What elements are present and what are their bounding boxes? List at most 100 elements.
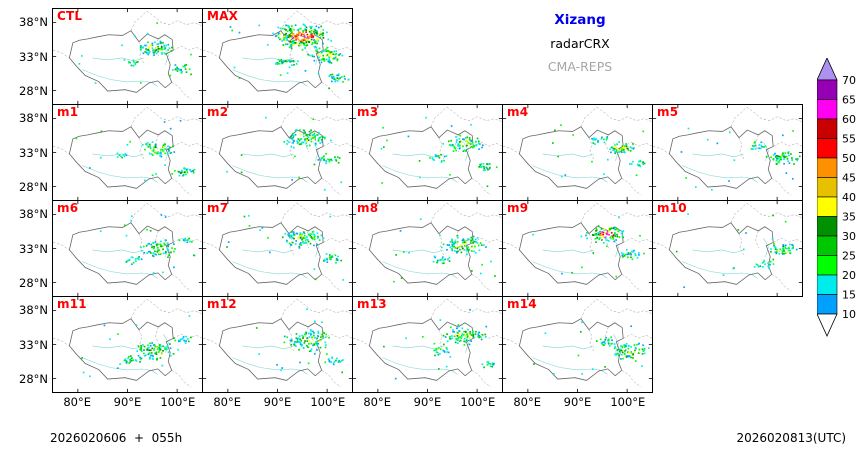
colorbar-segment <box>817 157 838 178</box>
colorbar-under-arrow <box>817 313 838 337</box>
map-panel-m11: m11 <box>52 296 203 393</box>
map-svg <box>653 201 802 296</box>
radar-echoes <box>229 23 350 90</box>
map-svg <box>203 9 352 104</box>
panel-label: m2 <box>207 105 229 119</box>
lat-tick-label: 28°N <box>19 84 48 99</box>
map-svg <box>353 297 502 392</box>
colorbar-segment <box>817 118 838 139</box>
colorbar-tick-label: 30 <box>842 230 856 243</box>
colorbar-segment <box>817 138 838 159</box>
footer-valid-times: 2026020813(UTC) 2026020821(CST) <box>737 401 847 450</box>
colorbar-segment <box>817 235 838 256</box>
radar-echoes <box>226 116 343 191</box>
panel-label: m5 <box>657 105 679 119</box>
colorbar-tick-label: 25 <box>842 249 856 262</box>
colorbar-tick-label: 65 <box>842 93 856 106</box>
radar-echoes <box>552 124 646 178</box>
map-panel-m10: m10 <box>652 200 803 297</box>
lat-tick-label: 28°N <box>19 276 48 291</box>
radar-echoes <box>533 321 650 375</box>
title-model: CMA-REPS <box>547 59 613 74</box>
footer-init-times: 2026020606 + 055h 2026020614 + 055h <box>50 401 182 450</box>
colorbar-tick-label: 20 <box>842 269 856 282</box>
lon-tick-label: 100°E <box>610 395 646 409</box>
map-panel-m13: m13 <box>352 296 503 393</box>
lon-tick-label: 80°E <box>63 395 92 409</box>
lon-tick-label: 90°E <box>263 395 292 409</box>
colorbar-segment <box>817 79 838 100</box>
map-panel-m12: m12 <box>202 296 353 393</box>
panel-label: m13 <box>357 297 387 311</box>
radar-echoes <box>81 315 192 378</box>
panel-label: m10 <box>657 201 687 215</box>
radar-echoes <box>255 308 344 374</box>
map-svg <box>53 201 202 296</box>
lon-tick-label: 90°E <box>113 395 142 409</box>
colorbar-tick-label: 10 <box>842 308 856 321</box>
radar-echoes <box>78 22 192 84</box>
map-svg <box>653 105 802 200</box>
panel-label: CTL <box>57 9 83 23</box>
map-svg <box>503 105 652 200</box>
lon-tick-label: 100°E <box>160 395 196 409</box>
map-panel-m4: m4 <box>502 104 653 201</box>
colorbar-tick-label: 45 <box>842 171 856 184</box>
lat-tick-label: 28°N <box>19 372 48 387</box>
panel-label: m14 <box>507 297 537 311</box>
colorbar-tick-label: 70 <box>842 74 856 87</box>
colorbar-segment <box>817 196 838 217</box>
lon-tick-label: 80°E <box>513 395 542 409</box>
map-panel-m8: m8 <box>352 200 503 297</box>
lon-tick-label: 80°E <box>213 395 242 409</box>
map-svg <box>53 9 202 104</box>
colorbar: 70 65 60 55 50 45 40 35 30 25 20 15 10 <box>817 58 856 337</box>
panel-label: m1 <box>57 105 79 119</box>
lat-tick-label: 33°N <box>19 337 48 352</box>
lon-tick-label: 90°E <box>413 395 442 409</box>
lon-tick-label: 100°E <box>310 395 346 409</box>
map-panel-m1: m1 <box>52 104 203 201</box>
map-panel-m7: m7 <box>202 200 353 297</box>
lat-tick-label: 38°N <box>19 14 48 29</box>
map-panel-m6: m6 <box>52 200 203 297</box>
colorbar-segment <box>817 274 838 295</box>
init-time-line-1: 2026020606 + 055h <box>50 431 183 445</box>
lat-tick-label: 38°N <box>19 206 48 221</box>
radar-echoes <box>675 213 798 289</box>
map-panel-max: MAX <box>202 8 353 105</box>
map-panel-m3: m3 <box>352 104 503 201</box>
radar-echoes <box>380 116 498 188</box>
figure-titles: Xizang radarCRX CMA-REPS <box>480 12 680 74</box>
lat-tick-label: 38°N <box>19 302 48 317</box>
colorbar-segment <box>817 177 838 198</box>
radar-echoes <box>226 215 345 281</box>
lat-tick-label: 28°N <box>19 180 48 195</box>
lat-tick-label: 33°N <box>19 145 48 160</box>
colorbar-tick-label: 55 <box>842 132 856 145</box>
map-panel-m9: m9 <box>502 200 653 297</box>
lon-tick-label: 80°E <box>363 395 392 409</box>
radar-echoes <box>392 218 496 283</box>
map-panel-m14: m14 <box>502 296 653 393</box>
title-region: Xizang <box>554 12 606 28</box>
colorbar-tick-label: 40 <box>842 191 856 204</box>
panel-label: m9 <box>507 201 529 215</box>
radar-echoes <box>680 127 801 191</box>
map-svg <box>203 297 352 392</box>
panel-label: m12 <box>207 297 237 311</box>
colorbar-over-arrow <box>817 58 838 81</box>
radar-echoes <box>532 216 645 278</box>
lat-tick-label: 33°N <box>19 241 48 256</box>
radar-echoes <box>383 308 495 380</box>
map-panel-ctl: CTL <box>52 8 203 105</box>
map-svg <box>53 297 202 392</box>
panel-label: m4 <box>507 105 529 119</box>
colorbar-tick-label: 15 <box>842 288 856 301</box>
map-svg <box>503 201 652 296</box>
title-product: radarCRX <box>550 36 610 51</box>
lon-tick-label: 100°E <box>460 395 496 409</box>
radar-echoes <box>75 119 196 182</box>
colorbar-segment <box>817 99 838 120</box>
map-svg <box>53 105 202 200</box>
